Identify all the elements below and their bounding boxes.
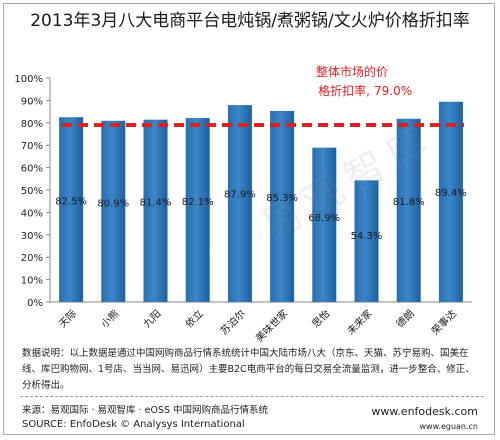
bar [59, 117, 84, 302]
bar-value-label: 81.4% [140, 198, 172, 209]
site-eguan: www.eguan.cn [419, 422, 479, 431]
y-tick-label: 20% [21, 253, 43, 264]
data-notes: 数据说明：以上数据是通过中国网购商品行情系统统计中国大陆市场八大（京东、天猫、苏… [22, 348, 475, 391]
bar [270, 110, 295, 302]
x-tick-label: 九阳 [141, 308, 164, 331]
bar [312, 147, 337, 302]
y-tick-label: 100% [14, 74, 43, 85]
bar-value-label: 87.9% [224, 190, 256, 201]
x-tick-label: 德朗 [393, 307, 416, 330]
x-tick-label: 苏泊尔 [218, 307, 248, 337]
x-tick-label: 荣事达 [429, 307, 459, 337]
y-tick-label: 70% [21, 141, 43, 152]
y-tick-label: 90% [21, 96, 43, 107]
y-tick-label: 40% [21, 208, 43, 219]
bar-value-label: 89.4% [435, 188, 467, 199]
source-cn: 来源：易观国际 · 易观智库 · eOSS 中国网购商品行情系统 [22, 405, 269, 416]
x-tick-label: 天际 [57, 308, 80, 331]
x-tick-label: 未来家 [344, 307, 374, 337]
reference-label-line2: 格折扣率, [318, 83, 370, 98]
bar-value-label: 82.1% [182, 197, 214, 208]
bar [227, 105, 252, 302]
source-en: SOURCE: EnfoDesk © Analysys Internationa… [22, 419, 245, 430]
bar-value-label: 68.9% [308, 213, 340, 224]
bar-value-label: 80.9% [97, 198, 129, 209]
x-tick-label: 小熊 [98, 307, 121, 330]
chart-title: 2013年3月八大电商平台电炖锅/煮粥锅/文火炉价格折扣率 [30, 11, 470, 31]
y-tick-label: 30% [21, 231, 43, 242]
y-tick-label: 50% [21, 186, 43, 197]
bar [143, 119, 168, 302]
reference-label-line1: 整体市场的价 [316, 64, 388, 79]
bar-value-label: 81.8% [393, 197, 425, 208]
bar [396, 118, 421, 302]
site-enfodesk: www.enfodesk.com [371, 405, 478, 418]
y-tick-label: 60% [21, 164, 43, 175]
y-tick-label: 0% [27, 298, 43, 309]
bar [185, 118, 210, 302]
bar [354, 180, 379, 302]
y-tick-label: 80% [21, 119, 43, 130]
x-tick-label: 依立 [182, 307, 205, 330]
bar [101, 120, 126, 302]
x-tick-label: 美味世家 [253, 307, 290, 344]
x-tick-label: 思怡 [309, 307, 332, 330]
bar-value-label: 82.5% [55, 196, 87, 207]
bar-value-label: 54.3% [351, 231, 383, 242]
y-tick-label: 10% [21, 276, 43, 287]
bar-value-label: 85.3% [266, 193, 298, 204]
reference-value-label: 79.0% [374, 84, 412, 98]
divider [20, 396, 484, 397]
bar [438, 101, 463, 302]
